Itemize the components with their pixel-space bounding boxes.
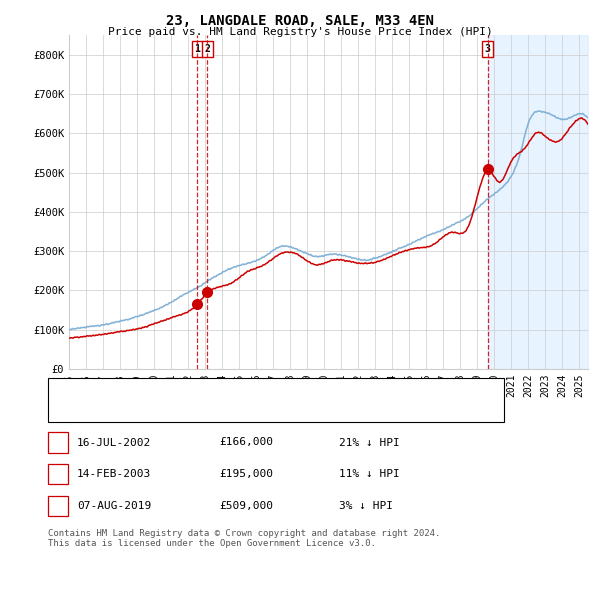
Text: Price paid vs. HM Land Registry's House Price Index (HPI): Price paid vs. HM Land Registry's House … (107, 28, 493, 37)
Text: 3: 3 (55, 502, 61, 511)
Text: 3% ↓ HPI: 3% ↓ HPI (339, 502, 393, 511)
Text: 3: 3 (485, 44, 491, 54)
Text: Contains HM Land Registry data © Crown copyright and database right 2024.
This d: Contains HM Land Registry data © Crown c… (48, 529, 440, 548)
Text: 1: 1 (55, 438, 61, 447)
Text: 2: 2 (204, 44, 210, 54)
Text: 07-AUG-2019: 07-AUG-2019 (77, 502, 151, 511)
Text: 2: 2 (55, 470, 61, 479)
Text: 23, LANGDALE ROAD, SALE, M33 4EN: 23, LANGDALE ROAD, SALE, M33 4EN (166, 14, 434, 28)
Text: 21% ↓ HPI: 21% ↓ HPI (339, 438, 400, 447)
Text: 16-JUL-2002: 16-JUL-2002 (77, 438, 151, 447)
Text: 11% ↓ HPI: 11% ↓ HPI (339, 470, 400, 479)
Text: 23, LANGDALE ROAD, SALE, M33 4EN (detached house): 23, LANGDALE ROAD, SALE, M33 4EN (detach… (91, 385, 379, 395)
Text: 1: 1 (194, 44, 200, 54)
Text: HPI: Average price, detached house, Trafford: HPI: Average price, detached house, Traf… (91, 405, 350, 415)
Text: £509,000: £509,000 (219, 502, 273, 511)
Text: 14-FEB-2003: 14-FEB-2003 (77, 470, 151, 479)
Text: £195,000: £195,000 (219, 470, 273, 479)
Text: £166,000: £166,000 (219, 438, 273, 447)
